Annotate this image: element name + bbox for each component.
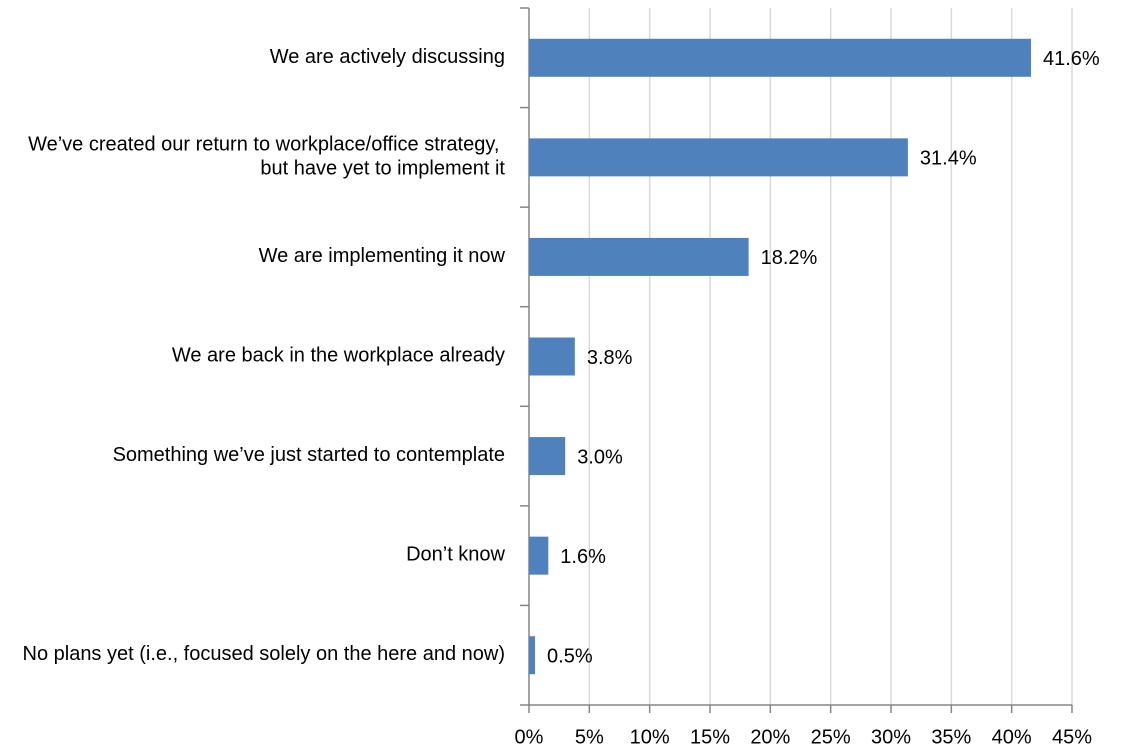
x-tick-label: 35% [931, 726, 971, 744]
y-tick-label: No plans yet (i.e., focused solely on th… [23, 643, 506, 665]
x-tick-label: 5% [575, 726, 604, 744]
bar [529, 536, 549, 575]
y-tick-label: We are actively discussing [270, 46, 505, 68]
bar [529, 138, 908, 177]
data-label: 3.8% [587, 347, 633, 369]
bar [529, 636, 536, 675]
data-label: 41.6% [1043, 48, 1100, 70]
data-label: 3.0% [577, 446, 623, 468]
y-tick-label: Something we’ve just started to contempl… [113, 444, 505, 466]
data-label: 0.5% [547, 645, 593, 667]
y-tick-label: Don’t know [406, 544, 505, 566]
data-label: 31.4% [920, 148, 977, 170]
bar [529, 38, 1031, 77]
x-tick-label: 30% [871, 726, 911, 744]
x-tick-label: 10% [630, 726, 670, 744]
bar [529, 437, 566, 476]
x-tick-label: 45% [1052, 726, 1092, 744]
bar [529, 237, 749, 276]
x-tick-label: 0% [515, 726, 544, 744]
y-tick-label: We are back in the workplace already [172, 345, 505, 367]
y-tick-label: We are implementing it now [259, 245, 506, 267]
data-label: 18.2% [761, 247, 818, 269]
x-tick-label: 40% [992, 726, 1032, 744]
bar [529, 337, 575, 376]
data-label: 1.6% [560, 546, 606, 568]
x-tick-label: 20% [750, 726, 790, 744]
x-tick-label: 15% [690, 726, 730, 744]
x-tick-label: 25% [811, 726, 851, 744]
y-tick-label: We’ve created our return to workplace/of… [28, 134, 505, 180]
